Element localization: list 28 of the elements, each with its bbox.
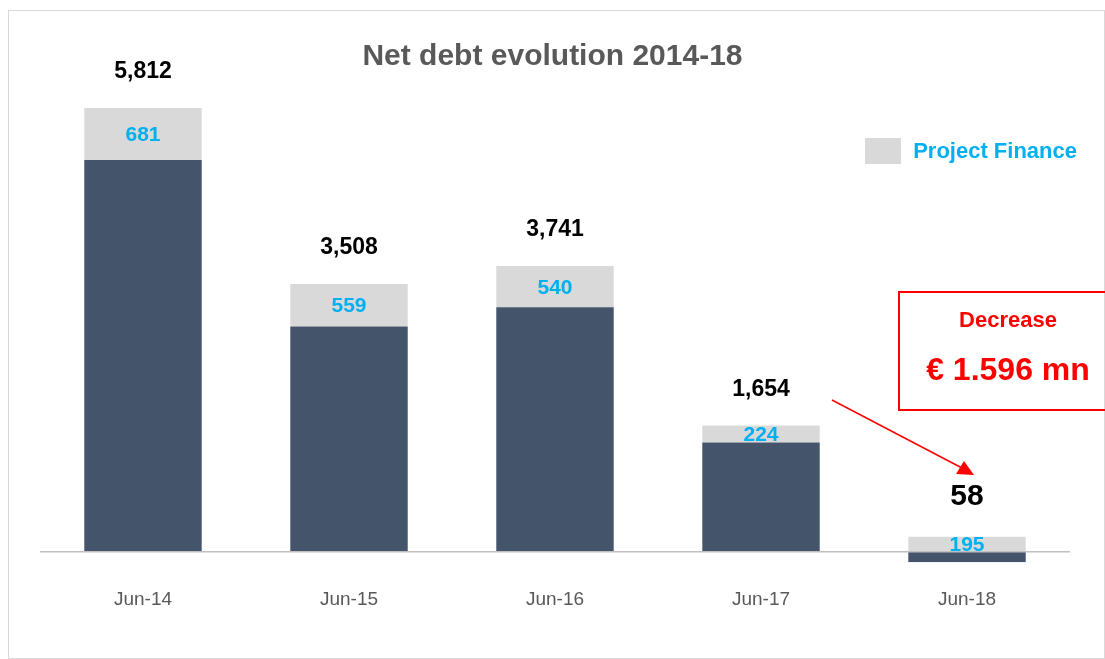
total-label: 1,654 [732,374,790,401]
data-label: 559 [331,293,367,317]
x-tick-label: Jun-16 [525,587,585,609]
data-label: 224 [743,421,779,445]
data-label: 195 [949,532,985,556]
bar [84,108,202,160]
x-tick-label: Jun-15 [319,587,379,609]
bar [496,307,614,552]
data-label: 540 [537,274,573,298]
x-tick-label: Jun-17 [731,587,791,609]
total-label: 3,508 [320,233,378,260]
bar [702,425,820,443]
annotation: € 1.596 mn [925,351,1091,388]
chart-title: Net debt evolution 2014-18 [362,38,743,71]
annotation: Decrease [958,307,1058,333]
data-label: 681 [125,121,161,145]
bar [702,442,820,552]
bar [908,551,1026,563]
bar [290,326,408,552]
x-tick-label: Jun-14 [113,587,173,609]
total-label: 58 [950,478,984,512]
legend-label: Project Finance [913,138,1077,164]
bar [84,159,202,552]
bar [290,283,408,327]
total-label: 5,812 [114,57,172,84]
bar [496,266,614,308]
x-tick-label: Jun-18 [937,587,997,609]
total-label: 3,741 [526,215,584,242]
